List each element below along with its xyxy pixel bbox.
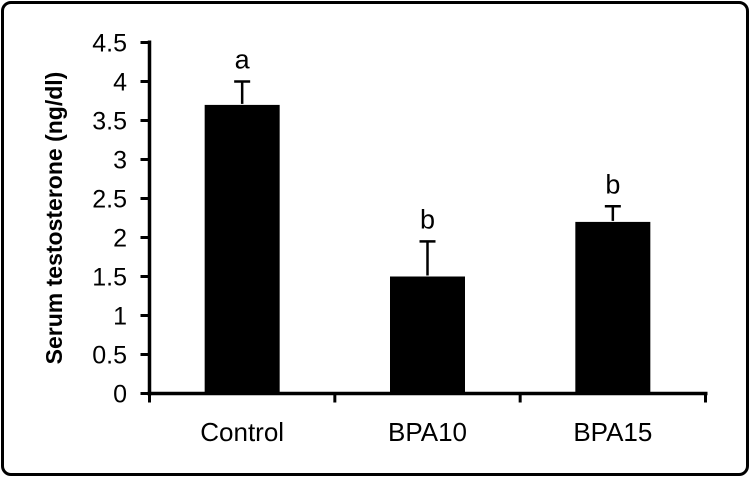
significance-letter: a	[235, 45, 251, 75]
y-axis-title: Serum testosterone (ng/dl)	[41, 72, 67, 365]
y-tick-label: 1	[113, 303, 127, 331]
bar-bpa15	[575, 221, 651, 394]
y-tick-label: 4.5	[92, 30, 127, 58]
y-tick-label: 3.5	[92, 108, 127, 136]
y-tick-label: 2.5	[92, 186, 127, 214]
y-tick-label: 4	[113, 69, 127, 97]
x-category-label: BPA15	[573, 417, 652, 447]
y-tick-label: 2	[113, 225, 127, 253]
bar-bpa10	[390, 276, 465, 394]
y-tick-label: 0	[113, 381, 127, 409]
y-tick-label: 1.5	[92, 264, 127, 292]
bar-control	[204, 104, 280, 394]
y-tick-label: 0.5	[92, 342, 127, 370]
significance-letter: b	[605, 169, 620, 199]
x-category-label: BPA10	[388, 417, 467, 447]
y-tick-label: 3	[113, 147, 127, 175]
significance-letter: b	[420, 204, 435, 234]
x-category-label: Control	[200, 417, 284, 447]
